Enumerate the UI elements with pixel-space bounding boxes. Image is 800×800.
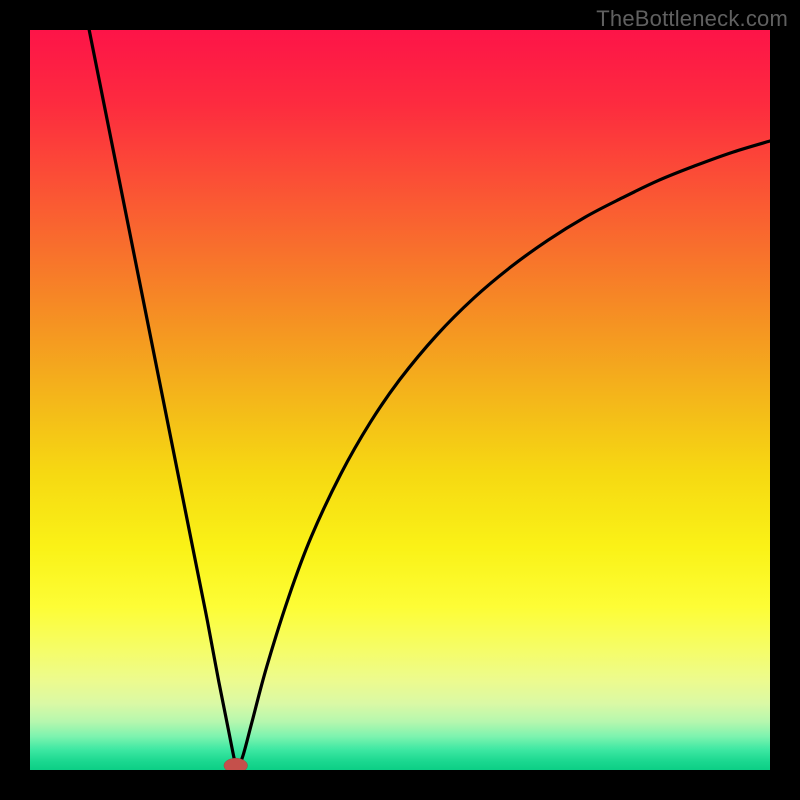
bottleneck-chart: TheBottleneck.com (0, 0, 800, 800)
gradient-background (30, 30, 770, 770)
chart-svg (30, 30, 770, 770)
watermark-label: TheBottleneck.com (596, 6, 788, 32)
plot-area (30, 30, 770, 770)
